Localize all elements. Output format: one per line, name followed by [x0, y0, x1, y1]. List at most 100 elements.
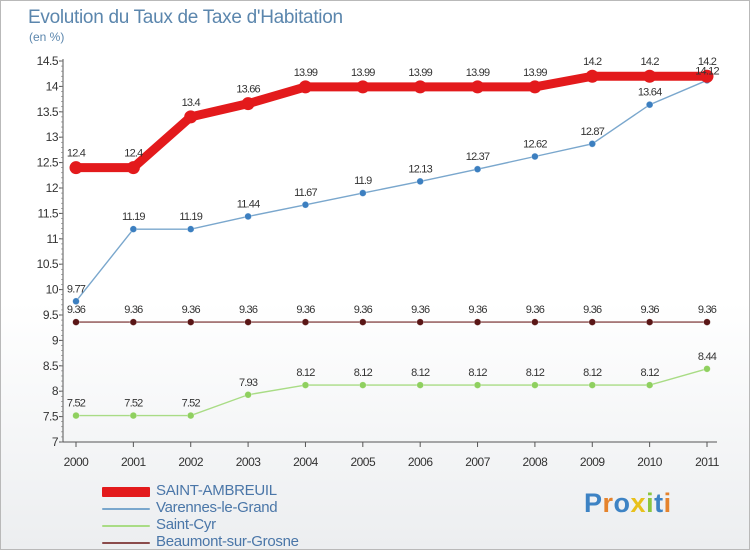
- series-point: [643, 69, 657, 83]
- series-line-varennes-le-grand: [75, 79, 708, 302]
- data-label: 14.2: [698, 56, 717, 68]
- data-label: 7.52: [124, 398, 143, 410]
- series-point: [69, 161, 83, 175]
- logo-letter: r: [602, 488, 614, 518]
- logo-letter: o: [613, 488, 631, 518]
- series-point: [241, 97, 255, 111]
- series-point: [301, 381, 310, 389]
- x-tick-label: 2005: [350, 455, 376, 469]
- series-point: [416, 381, 424, 389]
- y-tick-label: 9: [52, 333, 59, 347]
- data-label: 8.12: [641, 367, 660, 379]
- series-point: [184, 110, 198, 124]
- chart-title: Evolution du Taux de Taxe d'Habitation: [28, 7, 343, 28]
- series-point: [416, 177, 424, 186]
- series-point: [129, 318, 138, 326]
- data-label: 7.93: [239, 377, 258, 389]
- series-point: [187, 225, 195, 233]
- series-line-saint-cyr: [76, 368, 708, 417]
- data-label: 9.36: [296, 304, 315, 316]
- data-label: 7.52: [182, 398, 201, 410]
- data-label: 9.36: [526, 304, 545, 316]
- x-tick-label: 2008: [523, 455, 549, 469]
- y-tick-label: 7: [52, 435, 59, 449]
- series-point: [473, 318, 482, 326]
- chart-subtitle: (en %): [29, 30, 65, 44]
- data-label: 8.12: [583, 367, 602, 379]
- series-point: [471, 80, 485, 94]
- series-point: [585, 69, 599, 83]
- legend-label: Saint-Cyr: [156, 516, 216, 533]
- data-label: 9.36: [354, 304, 373, 316]
- series-point: [359, 381, 367, 389]
- y-tick-label: 10.5: [37, 257, 59, 271]
- series-point: [129, 225, 138, 233]
- data-label: 13.64: [638, 87, 662, 99]
- logo-letter: x: [630, 488, 647, 518]
- y-tick-label: 14: [46, 79, 59, 93]
- y-tick-label: 8: [52, 384, 59, 398]
- y-tick-label: 13: [46, 130, 59, 144]
- data-label: 13.99: [408, 67, 432, 79]
- legend-swatch: [102, 525, 150, 527]
- data-label: 8.12: [354, 367, 373, 379]
- series-point: [301, 201, 310, 209]
- data-label: 12.37: [466, 151, 490, 163]
- x-tick-label: 2003: [236, 455, 262, 469]
- logo-letter: P: [584, 488, 603, 518]
- series-point: [645, 318, 654, 326]
- data-label: 8.12: [468, 367, 487, 379]
- logo-letter: t: [654, 488, 664, 518]
- series-point: [473, 381, 482, 389]
- y-tick-label: 13.5: [37, 105, 59, 119]
- data-label: 9.77: [67, 283, 86, 295]
- series-point: [528, 80, 542, 94]
- legend-swatch: [102, 542, 150, 544]
- series-point: [588, 140, 596, 148]
- x-tick-label: 2000: [64, 455, 90, 469]
- series-point: [244, 318, 252, 326]
- series-point: [72, 297, 80, 305]
- series-point: [72, 411, 80, 420]
- data-label: 8.12: [411, 367, 430, 379]
- series-point: [187, 318, 195, 326]
- series-point: [703, 318, 711, 326]
- logo-letter: i: [646, 488, 655, 518]
- data-label: 11.19: [179, 211, 202, 223]
- data-label: 11.19: [122, 211, 145, 223]
- proxiti-logo: Proxiti: [584, 488, 672, 519]
- data-label: 13.4: [182, 97, 201, 109]
- y-tick-label: 7.5: [43, 410, 59, 424]
- y-tick-label: 10: [46, 283, 59, 297]
- data-label: 9.36: [239, 304, 258, 316]
- legend-label: Varennes-le-Grand: [156, 499, 278, 516]
- y-tick-label: 11.5: [38, 206, 59, 220]
- series-point: [72, 318, 80, 326]
- legend-label: SAINT-AMBREUIL: [156, 482, 277, 499]
- x-tick-label: 2009: [580, 455, 606, 469]
- y-tick-label: 11: [47, 232, 59, 246]
- data-label: 13.99: [351, 67, 375, 79]
- x-tick-label: 2007: [465, 455, 491, 469]
- series-point: [700, 69, 714, 83]
- data-label: 13.99: [523, 67, 547, 79]
- x-tick-label: 2001: [121, 455, 147, 469]
- data-label: 8.12: [526, 367, 545, 379]
- data-label: 13.99: [466, 67, 490, 79]
- data-label: 9.36: [124, 304, 143, 316]
- data-label: 9.36: [698, 304, 717, 316]
- x-tick-label: 2006: [408, 455, 434, 469]
- data-label: 12.87: [581, 126, 605, 138]
- y-tick-label: 12.5: [37, 156, 59, 170]
- series-point: [645, 381, 654, 389]
- legend-swatch: [102, 508, 150, 510]
- series-point: [298, 80, 312, 94]
- data-label: 13.99: [294, 67, 318, 79]
- y-tick-label: 14.5: [37, 54, 59, 68]
- legend-label: Beaumont-sur-Grosne: [156, 533, 299, 550]
- data-label: 12.4: [67, 148, 86, 160]
- data-label: 11.44: [237, 198, 260, 210]
- series-point: [244, 391, 252, 399]
